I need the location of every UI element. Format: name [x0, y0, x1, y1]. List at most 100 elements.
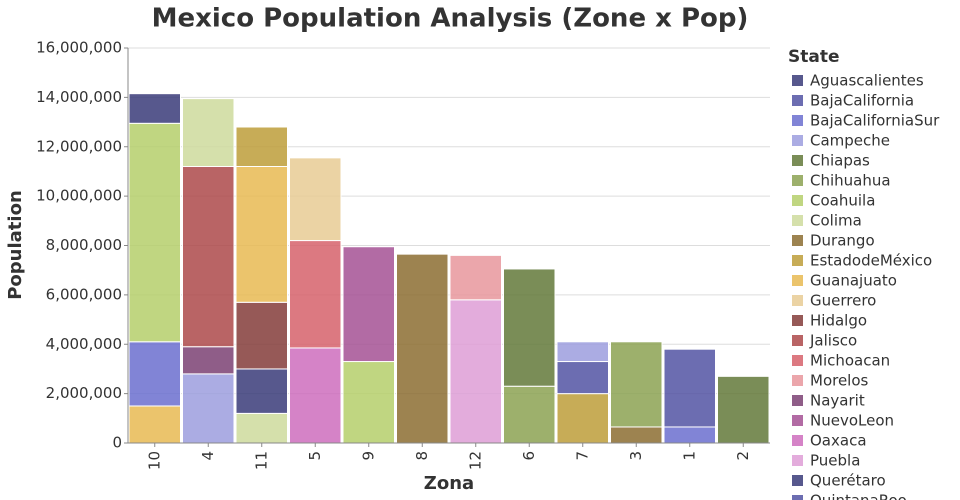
- legend-label: Aguascalientes: [810, 72, 924, 90]
- legend-swatch: [792, 115, 803, 126]
- bar-segment: [235, 166, 288, 303]
- x-tick-label: 11: [252, 451, 270, 470]
- legend-label: Hidalgo: [810, 312, 867, 330]
- x-tick-label: 7: [573, 451, 591, 461]
- legend-label: BajaCaliforniaSur: [810, 112, 940, 130]
- x-tick-label: 8: [413, 451, 431, 461]
- x-tick-label: 10: [145, 451, 163, 470]
- bar-segment: [289, 347, 342, 444]
- bar-segment: [503, 268, 556, 387]
- x-tick-label: 6: [520, 451, 538, 461]
- bar-segment: [182, 166, 235, 348]
- legend-swatch: [792, 495, 803, 500]
- legend-swatch: [792, 375, 803, 386]
- legend-swatch: [792, 235, 803, 246]
- legend-swatch: [792, 355, 803, 366]
- bar-segment: [663, 426, 716, 444]
- legend-label: Chihuahua: [810, 172, 891, 190]
- legend-label: Coahuila: [810, 192, 875, 210]
- bar-segment: [235, 301, 288, 370]
- legend-swatch: [792, 135, 803, 146]
- x-tick-label: 4: [199, 451, 217, 461]
- bar-segment: [289, 157, 342, 242]
- legend-swatch: [792, 435, 803, 446]
- bar-segment: [235, 368, 288, 414]
- legend-label: Campeche: [810, 132, 890, 150]
- bar-segment: [610, 341, 663, 428]
- legend-swatch: [792, 175, 803, 186]
- y-tick-label: 10,000,000: [36, 187, 122, 205]
- bar-segment: [449, 299, 502, 444]
- bar-segment: [610, 426, 663, 444]
- legend-label: BajaCalifornia: [810, 92, 914, 110]
- legend-label: Colima: [810, 212, 862, 230]
- x-tick-label: 3: [627, 451, 645, 461]
- y-axis-title: Population: [5, 190, 26, 300]
- legend-swatch: [792, 215, 803, 226]
- legend-label: Guanajuato: [810, 272, 897, 290]
- legend-label: Jalisco: [809, 332, 857, 350]
- x-tick-label: 12: [466, 451, 484, 470]
- legend-label: Durango: [810, 232, 875, 250]
- legend-swatch: [792, 395, 803, 406]
- x-tick-label: 5: [306, 451, 324, 461]
- legend-title: State: [788, 47, 840, 67]
- bar-segment: [503, 385, 556, 444]
- legend-label: Chiapas: [810, 152, 870, 170]
- x-tick-label: 1: [680, 451, 698, 461]
- x-tick-label: 2: [734, 451, 752, 461]
- y-tick-label: 8,000,000: [46, 236, 122, 254]
- y-tick-label: 0: [112, 434, 122, 452]
- legend-label: Oaxaca: [810, 432, 867, 450]
- bar-segment: [556, 393, 609, 444]
- y-tick-label: 16,000,000: [36, 39, 122, 57]
- legend-swatch: [792, 295, 803, 306]
- legend-label: Querétaro: [810, 472, 886, 490]
- legend-label: Nayarit: [810, 392, 865, 410]
- y-tick-label: 2,000,000: [46, 384, 122, 402]
- legend-label: EstadodeMéxico: [810, 252, 932, 270]
- bar-segment: [289, 240, 342, 349]
- bar-segment: [556, 341, 609, 363]
- legend-swatch: [792, 415, 803, 426]
- legend-swatch: [792, 155, 803, 166]
- y-tick-label: 14,000,000: [36, 88, 122, 106]
- y-tick-label: 6,000,000: [46, 285, 122, 303]
- bar-segment: [717, 375, 770, 444]
- legend-label: Guerrero: [810, 292, 876, 310]
- bar-segment: [449, 254, 502, 301]
- bar-segment: [235, 412, 288, 444]
- legend-swatch: [792, 315, 803, 326]
- bar-segment: [556, 361, 609, 395]
- legend-swatch: [792, 475, 803, 486]
- legend-swatch: [792, 335, 803, 346]
- x-axis-title: Zona: [424, 473, 474, 494]
- bar-segment: [128, 93, 181, 124]
- bars: [128, 93, 770, 444]
- legend-swatch: [792, 75, 803, 86]
- bar-segment: [128, 405, 181, 444]
- bar-segment: [182, 98, 235, 167]
- grid: [128, 47, 770, 444]
- bar-segment: [182, 373, 235, 444]
- bar-segment: [342, 246, 395, 363]
- y-tick-label: 4,000,000: [46, 335, 122, 353]
- legend-label: Puebla: [810, 452, 860, 470]
- legend-label: Michoacan: [810, 352, 890, 370]
- legend-swatch: [792, 95, 803, 106]
- legend-swatch: [792, 255, 803, 266]
- legend-label: QuintanaRoo: [810, 492, 907, 500]
- bar-segment: [235, 126, 288, 167]
- legend-swatch: [792, 275, 803, 286]
- x-tick-label: 9: [359, 451, 377, 461]
- bar-segment: [128, 341, 181, 407]
- bar-segment: [663, 348, 716, 428]
- bar-segment: [342, 361, 395, 444]
- y-tick-label: 12,000,000: [36, 137, 122, 155]
- bar-segment: [182, 346, 235, 375]
- bar-segment: [128, 122, 181, 343]
- legend-label: Morelos: [810, 372, 869, 390]
- bar-segment: [396, 253, 449, 444]
- chart-title: Mexico Population Analysis (Zone x Pop): [152, 4, 749, 34]
